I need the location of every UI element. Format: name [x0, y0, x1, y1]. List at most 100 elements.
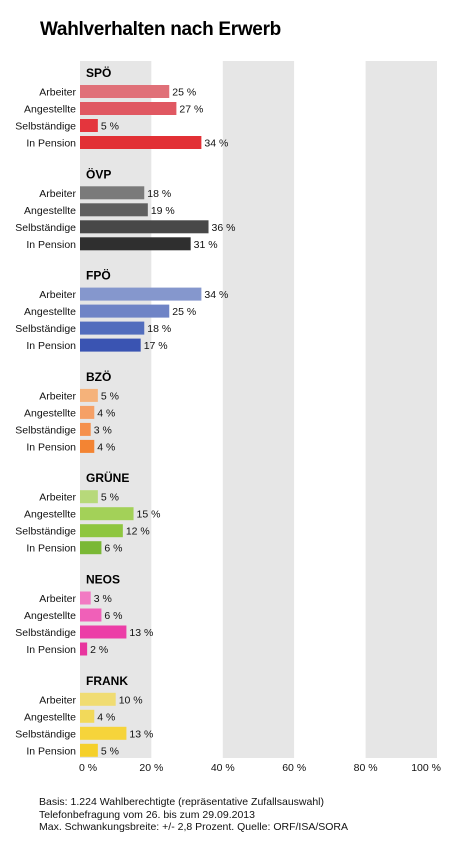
series-label: GRÜNE: [86, 470, 129, 485]
data-label: 31 %: [194, 239, 218, 251]
data-label: 17 %: [144, 340, 168, 352]
category-label: In Pension: [26, 441, 76, 453]
category-label: Arbeiter: [39, 188, 76, 200]
data-label: 3 %: [94, 424, 112, 436]
footer-source: Max. Schwankungsbreite: +/- 2,8 Prozent.…: [39, 821, 349, 834]
x-tick-label: 20 %: [139, 762, 163, 774]
category-label: Arbeiter: [39, 492, 76, 504]
grid-band: [365, 61, 437, 758]
grid-band: [151, 61, 223, 758]
bar: [80, 439, 95, 453]
category-label: Selbständige: [15, 424, 76, 436]
data-label: 13 %: [129, 627, 153, 639]
data-label: 13 %: [129, 728, 153, 740]
bar: [80, 321, 145, 335]
bar: [80, 237, 191, 251]
series-label: FRANK: [86, 674, 128, 688]
bar: [80, 422, 91, 436]
bar: [80, 220, 209, 234]
bar: [80, 186, 145, 200]
data-label: 34 %: [204, 138, 228, 150]
category-label: In Pension: [26, 138, 76, 150]
bar: [80, 119, 98, 132]
x-tick-label: 40 %: [211, 762, 235, 774]
category-label: Arbeiter: [39, 593, 76, 605]
bar: [80, 642, 88, 656]
footer-survey-dates: Telefonbefragung vom 26. bis zum 29.09.2…: [39, 808, 255, 821]
category-label: Selbständige: [15, 627, 76, 639]
grid-band: [294, 61, 366, 758]
data-label: 27 %: [179, 104, 203, 116]
bar: [80, 541, 102, 555]
category-label: Selbständige: [15, 526, 76, 538]
data-label: 5 %: [101, 745, 119, 757]
category-label: Angestellte: [24, 306, 76, 318]
bar: [80, 709, 95, 723]
data-label: 4 %: [97, 711, 115, 723]
data-label: 25 %: [172, 306, 196, 318]
data-label: 36 %: [212, 222, 236, 234]
category-label: Selbständige: [15, 323, 76, 335]
bar: [80, 203, 148, 217]
category-label: Arbeiter: [39, 289, 76, 301]
x-tick-label: 80 %: [354, 762, 378, 774]
data-label: 6 %: [104, 610, 122, 622]
data-label: 5 %: [101, 121, 119, 133]
bar: [80, 85, 170, 98]
data-label: 19 %: [151, 205, 175, 217]
series-label: BZÖ: [86, 369, 111, 384]
grid-band: [222, 61, 295, 758]
data-label: 12 %: [126, 526, 150, 538]
data-label: 2 %: [90, 644, 108, 656]
bar: [80, 338, 141, 352]
bar: [80, 405, 95, 419]
data-label: 4 %: [97, 407, 115, 419]
category-label: In Pension: [26, 644, 76, 656]
bar: [80, 524, 123, 538]
category-label: In Pension: [26, 340, 76, 352]
category-label: Arbeiter: [39, 694, 76, 706]
bar: [80, 625, 127, 639]
bar: [80, 507, 134, 521]
bar: [80, 102, 177, 115]
category-label: Arbeiter: [39, 390, 76, 402]
x-tick-label: 100 %: [411, 762, 441, 774]
category-label: Angestellte: [24, 610, 76, 622]
series-label: NEOS: [86, 573, 120, 587]
chart-footer: Basis: 1.224 Wahlberechtigte (repräsenta…: [39, 796, 348, 834]
category-label: Selbständige: [15, 121, 76, 133]
bar: [80, 136, 202, 149]
data-label: 5 %: [101, 492, 119, 504]
bar: [80, 726, 127, 740]
data-label: 18 %: [147, 323, 171, 335]
x-tick-label: 0 %: [79, 762, 97, 774]
data-label: 34 %: [204, 289, 228, 301]
data-label: 18 %: [147, 188, 171, 200]
series-label: ÖVP: [86, 166, 111, 181]
category-label: Angestellte: [24, 407, 76, 419]
category-label: Angestellte: [24, 104, 76, 116]
data-label: 5 %: [101, 390, 119, 402]
bar: [80, 743, 98, 757]
chart-title: Wahlverhalten nach Erwerb: [40, 19, 281, 40]
series-label: SPÖ: [86, 65, 111, 80]
series-label: FPÖ: [86, 268, 111, 283]
category-label: Selbständige: [15, 728, 76, 740]
bar: [80, 287, 202, 301]
category-label: In Pension: [26, 543, 76, 555]
category-label: Angestellte: [24, 509, 76, 521]
bar: [80, 304, 170, 318]
data-label: 6 %: [104, 543, 122, 555]
data-label: 3 %: [94, 593, 112, 605]
category-label: In Pension: [26, 239, 76, 251]
bar: [80, 692, 116, 706]
bar-chart: 0 % 20 % 40 % 60 % 80 % 100 % SPÖ Arbeiter 25 % A…: [15, 61, 441, 774]
x-tick-label: 60 %: [282, 762, 306, 774]
category-label: Angestellte: [24, 711, 76, 723]
data-label: 10 %: [119, 694, 143, 706]
data-label: 25 %: [172, 87, 196, 99]
bar: [80, 608, 102, 622]
category-label: In Pension: [26, 745, 76, 757]
category-label: Angestellte: [24, 205, 76, 217]
bar: [80, 591, 91, 605]
